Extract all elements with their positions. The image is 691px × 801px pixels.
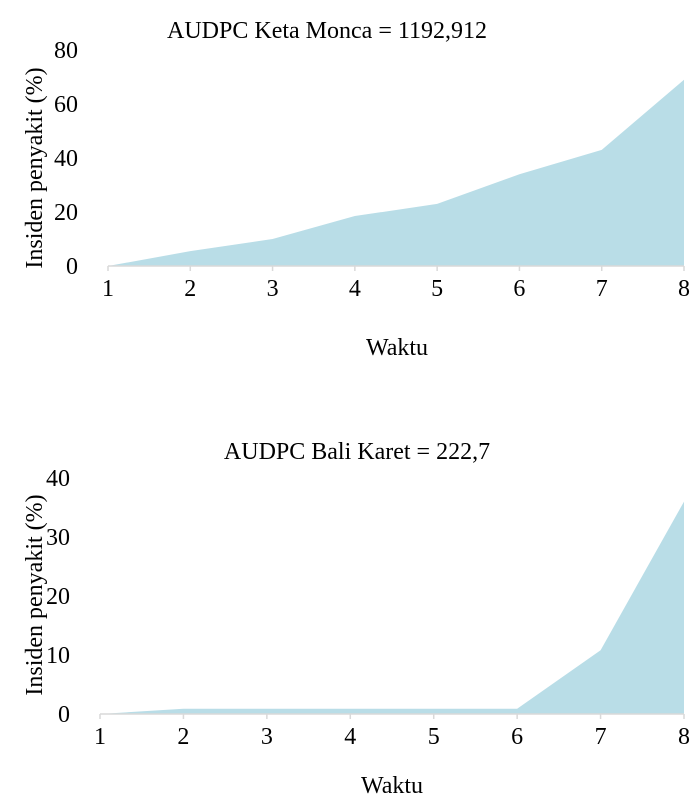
y-axis-label: Insiden penyakit (%) xyxy=(22,67,48,268)
y-axis-label: Insiden penyakit (%) xyxy=(22,494,48,695)
y-tick-label: 30 xyxy=(46,525,70,551)
chart-title: AUDPC Bali Karet = 222,7 xyxy=(224,439,490,465)
y-tick-label: 80 xyxy=(54,38,78,64)
x-tick-label: 8 xyxy=(678,276,690,302)
y-tick-label: 40 xyxy=(54,146,78,172)
y-tick-label: 0 xyxy=(58,702,70,728)
x-axis-label: Waktu xyxy=(361,773,423,799)
x-tick-label: 7 xyxy=(596,276,608,302)
x-tick-label: 6 xyxy=(511,724,523,750)
area-layer xyxy=(108,79,684,266)
x-tick-label: 2 xyxy=(177,724,189,750)
axis-layer xyxy=(107,265,685,271)
y-tick-layer: 0 20 40 60 80 xyxy=(54,38,78,280)
x-tick-label: 4 xyxy=(344,724,356,750)
x-tick-label: 1 xyxy=(94,724,106,750)
y-tick-label: 20 xyxy=(46,584,70,610)
area-layer xyxy=(100,501,684,714)
x-tick-label: 7 xyxy=(595,724,607,750)
area-series xyxy=(100,501,684,714)
x-tick-label: 4 xyxy=(349,276,361,302)
chart-keta-monca: AUDPC Keta Monca = 1192,912 Insiden peny… xyxy=(22,18,690,361)
x-tick-label: 1 xyxy=(102,276,114,302)
x-tick-label: 2 xyxy=(184,276,196,302)
chart-title: AUDPC Keta Monca = 1192,912 xyxy=(167,18,487,44)
x-tick-layer: 1 2 3 4 5 6 7 8 xyxy=(102,276,690,302)
y-tick-label: 60 xyxy=(54,92,78,118)
chart-bali-karet: AUDPC Bali Karet = 222,7 Insiden penyaki… xyxy=(22,439,690,799)
y-tick-label: 10 xyxy=(46,643,70,669)
x-tick-layer: 1 2 3 4 5 6 7 8 xyxy=(94,724,690,750)
y-tick-label: 0 xyxy=(66,254,78,280)
axis-layer xyxy=(99,713,685,719)
x-tick-label: 3 xyxy=(267,276,279,302)
x-tick-label: 8 xyxy=(678,724,690,750)
y-tick-label: 20 xyxy=(54,200,78,226)
area-series xyxy=(108,79,684,266)
y-tick-label: 40 xyxy=(46,466,70,492)
x-tick-label: 5 xyxy=(431,276,443,302)
x-tick-label: 5 xyxy=(428,724,440,750)
y-tick-layer: 0 10 20 30 40 xyxy=(46,466,70,728)
x-tick-label: 6 xyxy=(513,276,525,302)
x-tick-label: 3 xyxy=(261,724,273,750)
x-axis-label: Waktu xyxy=(366,335,428,361)
